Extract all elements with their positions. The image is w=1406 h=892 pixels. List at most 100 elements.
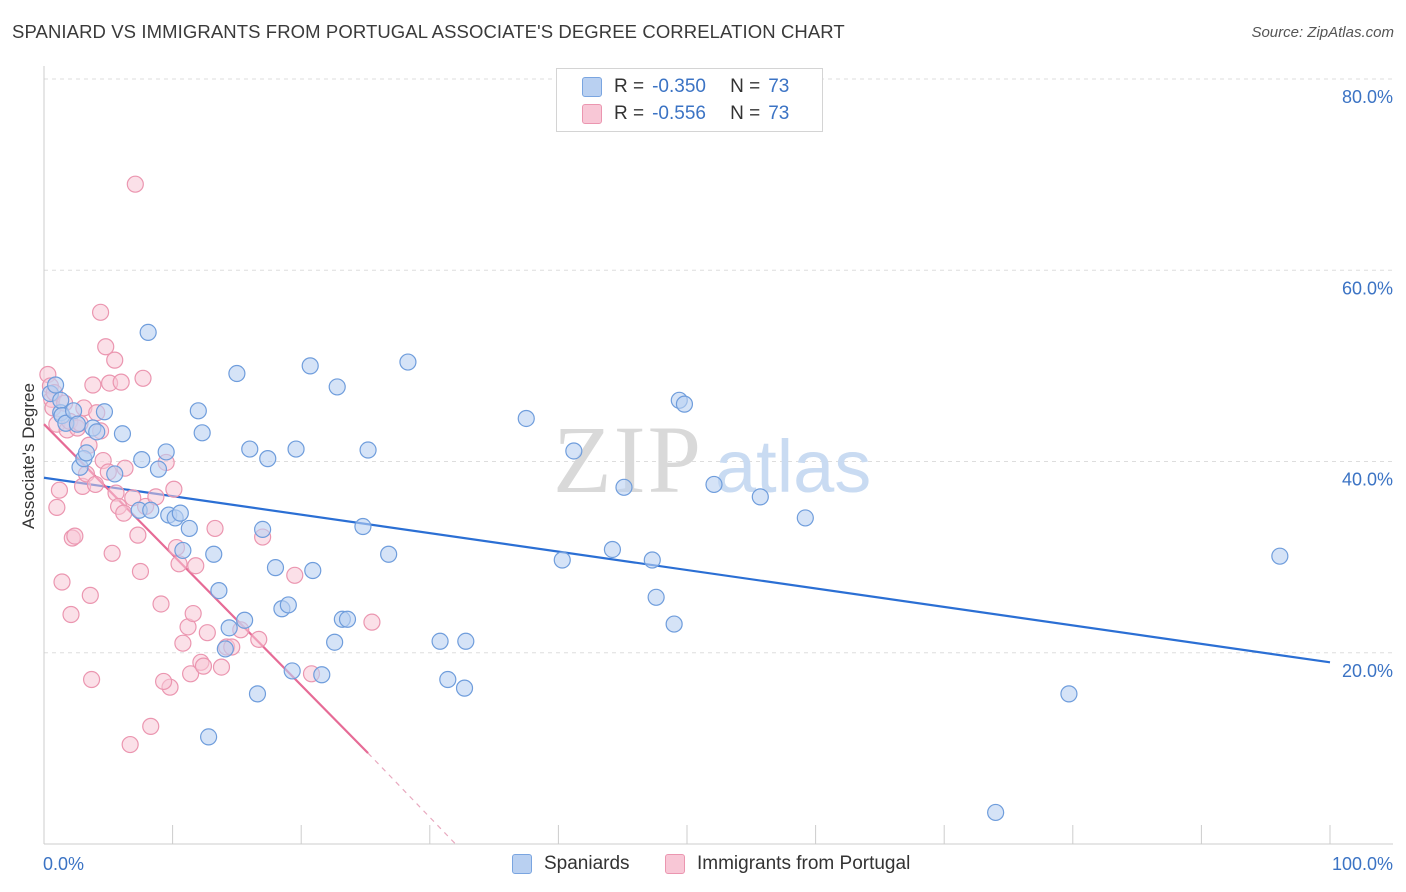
point-portugal	[103, 544, 121, 562]
y-tick-label: 60.0%	[1342, 278, 1393, 298]
series-legend-label-portugal: Immigrants from Portugal	[697, 853, 911, 874]
legend-swatch-portugal	[582, 104, 602, 124]
point-portugal	[50, 481, 69, 499]
y-tick-label: 40.0%	[1342, 470, 1393, 490]
watermark-atlas: atlas	[715, 425, 871, 508]
point-spaniards	[259, 450, 277, 468]
point-portugal	[142, 717, 160, 735]
point-spaniards	[142, 501, 160, 519]
point-spaniards	[149, 460, 168, 478]
point-spaniards	[287, 440, 305, 458]
point-spaniards	[304, 561, 322, 580]
point-spaniards	[139, 323, 157, 342]
point-spaniards	[205, 545, 223, 563]
point-portugal	[112, 373, 130, 391]
point-portugal	[131, 562, 150, 581]
point-portugal	[48, 498, 66, 516]
point-spaniards	[216, 640, 234, 658]
point-spaniards	[313, 666, 331, 684]
point-spaniards	[193, 424, 211, 442]
source-note: Source: ZipAtlas.com	[1251, 24, 1394, 41]
gridlines	[44, 78, 1393, 654]
stats-legend: R = -0.350 N = 73 R = -0.556 N = 73	[556, 68, 823, 132]
point-spaniards	[220, 619, 238, 637]
point-portugal	[82, 670, 101, 689]
series-spaniards-points	[41, 323, 1289, 822]
point-spaniards	[279, 596, 297, 614]
point-spaniards	[266, 559, 285, 577]
x-tick-label: 0.0%	[43, 854, 84, 874]
point-portugal	[165, 480, 183, 498]
x-tick-label: 100.0%	[1332, 854, 1393, 874]
point-spaniards	[228, 364, 246, 383]
y-axis-title: Associate's Degree	[19, 383, 38, 529]
point-spaniards	[439, 670, 457, 689]
legend-n-label: N =	[730, 103, 761, 124]
point-portugal	[363, 613, 381, 631]
point-spaniards	[751, 488, 769, 506]
point-portugal	[84, 376, 102, 394]
series-legend-swatch-spaniards	[512, 854, 532, 874]
point-spaniards	[52, 391, 70, 409]
point-spaniards	[200, 728, 218, 746]
point-spaniards	[328, 378, 346, 396]
point-spaniards	[326, 633, 344, 651]
point-spaniards	[157, 443, 175, 461]
point-spaniards	[987, 803, 1005, 822]
point-portugal	[212, 658, 231, 676]
point-portugal	[53, 573, 71, 591]
legend-row-spaniards: R = -0.350 N = 73	[582, 76, 789, 98]
y-tick-labels: 20.0% 40.0% 60.0% 80.0%	[1342, 87, 1393, 681]
legend-r-value-spaniards: -0.350	[652, 76, 706, 97]
point-spaniards	[675, 395, 694, 413]
point-portugal	[194, 657, 213, 675]
point-spaniards	[77, 444, 96, 462]
legend-swatch-spaniards	[582, 77, 602, 97]
point-spaniards	[457, 632, 475, 650]
series-legend-swatch-portugal	[665, 854, 685, 874]
point-spaniards	[210, 581, 228, 600]
y-tick-label: 80.0%	[1342, 87, 1393, 107]
trend-line-spaniards	[43, 476, 1331, 664]
point-spaniards	[615, 478, 633, 496]
point-portugal	[154, 672, 173, 691]
point-spaniards	[338, 610, 357, 628]
point-spaniards	[88, 423, 106, 441]
point-portugal	[106, 351, 124, 369]
series-legend-label-spaniards: Spaniards	[544, 853, 630, 874]
point-spaniards	[354, 517, 372, 536]
legend-r-label: R =	[614, 76, 645, 97]
watermark: ZIP atlas	[553, 406, 871, 513]
point-portugal	[129, 526, 147, 544]
point-spaniards	[796, 509, 814, 527]
legend-n-label: N =	[730, 76, 761, 97]
point-spaniards	[95, 403, 114, 421]
point-spaniards	[705, 475, 723, 494]
point-spaniards	[189, 402, 207, 420]
point-portugal	[86, 475, 105, 494]
trend-line-portugal-extension	[367, 752, 456, 845]
point-portugal	[91, 303, 110, 321]
point-portugal	[115, 504, 133, 522]
point-spaniards	[171, 504, 189, 522]
point-spaniards	[68, 415, 87, 433]
point-spaniards	[1060, 685, 1078, 703]
point-spaniards	[254, 520, 272, 538]
point-spaniards	[647, 588, 665, 606]
point-spaniards	[643, 551, 661, 569]
point-spaniards	[236, 611, 254, 629]
series-legend-spaniards: Spaniards	[512, 852, 630, 876]
watermark-zip: ZIP	[553, 406, 703, 513]
point-portugal	[174, 634, 192, 652]
legend-row-portugal: R = -0.556 N = 73	[582, 103, 789, 125]
point-spaniards	[113, 425, 132, 443]
point-spaniards	[603, 540, 622, 559]
point-spaniards	[455, 679, 474, 697]
y-tick-label: 20.0%	[1342, 661, 1393, 681]
axes	[43, 66, 1393, 845]
point-portugal	[81, 586, 99, 604]
point-spaniards	[399, 353, 417, 371]
point-spaniards	[553, 551, 571, 569]
point-spaniards	[665, 615, 683, 633]
